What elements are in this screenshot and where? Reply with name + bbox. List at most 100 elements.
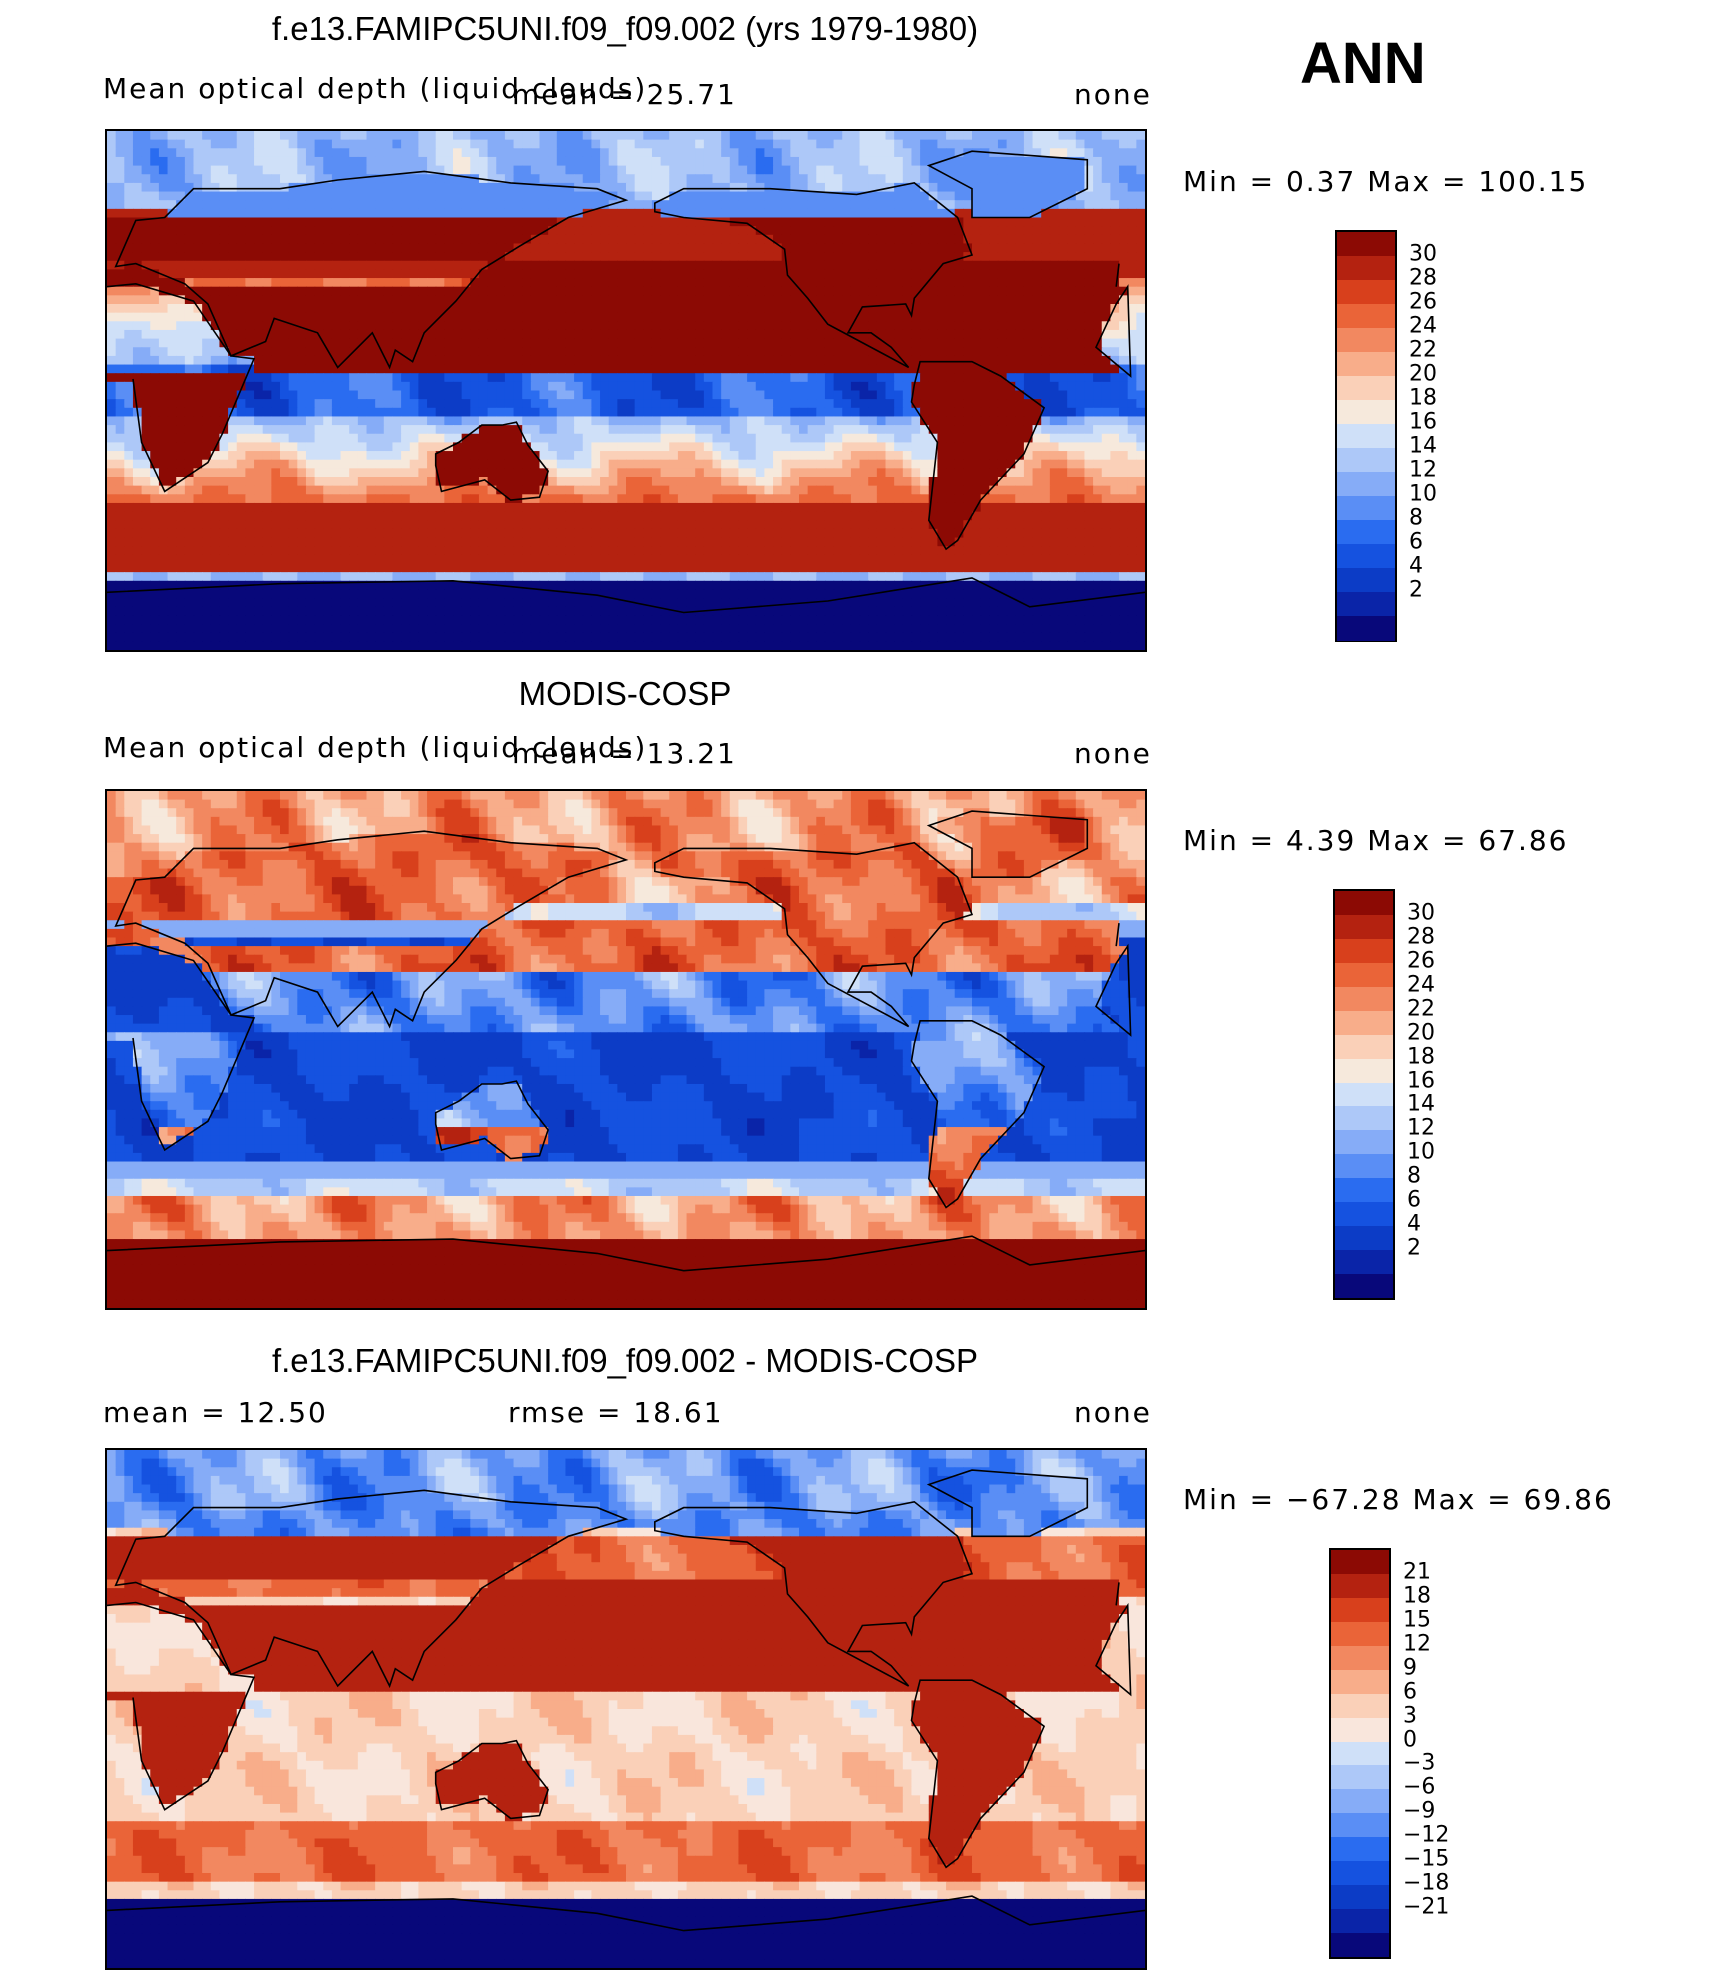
- field-cells: [107, 131, 1145, 650]
- colorbar-tick-label: 20: [1407, 1020, 1435, 1045]
- colorbar-segment: [1331, 1813, 1389, 1838]
- coastline-path: [910, 1679, 1046, 1869]
- colorbar-tick-label: 2: [1409, 578, 1423, 603]
- colorbar-segment: [1337, 520, 1395, 545]
- colorbar-segment: [1331, 1765, 1389, 1790]
- panel-1-variable-label: Mean optical depth (liquid clouds): [103, 72, 647, 105]
- colorbar-tick-label: 26: [1409, 290, 1437, 315]
- colorbar-tick-label: 18: [1409, 386, 1437, 411]
- colorbar-tick-label: 18: [1407, 1044, 1435, 1069]
- colorbar-segment: [1337, 400, 1395, 425]
- coastline-path: [107, 282, 1132, 493]
- colorbar-tick-label: 8: [1407, 1164, 1421, 1189]
- coastline-path: [107, 942, 1132, 1152]
- colorbar-segment: [1335, 1226, 1393, 1251]
- colorbar-segment: [1331, 1933, 1389, 1958]
- colorbar-segment: [1337, 544, 1395, 569]
- panel-2-variable-label: Mean optical depth (liquid clouds): [103, 731, 647, 764]
- colorbar-tick-label: 0: [1403, 1727, 1417, 1752]
- colorbar-tick-label: 3: [1403, 1703, 1417, 1728]
- coastlines: [107, 150, 1145, 614]
- coastline-path: [926, 150, 1089, 219]
- coastline-path: [114, 170, 1120, 370]
- coastline-path: [654, 1500, 974, 1687]
- colorbar-tick-label: 6: [1407, 1188, 1421, 1213]
- colorbar-tick-label: 10: [1407, 1140, 1435, 1165]
- colorbar-segment: [1335, 1082, 1393, 1107]
- panel-1-colorbar: [1335, 230, 1397, 642]
- colorbar-tick-label: −21: [1403, 1895, 1449, 1920]
- coastline-path: [434, 1739, 549, 1820]
- colorbar-tick-label: 16: [1409, 410, 1437, 435]
- colorbar-tick-label: 4: [1407, 1212, 1421, 1237]
- colorbar-segment: [1331, 1597, 1389, 1623]
- colorbar-segment: [1331, 1693, 1389, 1719]
- colorbar-segment: [1331, 1789, 1389, 1814]
- colorbar-segment: [1335, 962, 1393, 988]
- colorbar-segment: [1331, 1621, 1389, 1647]
- colorbar-segment: [1331, 1550, 1389, 1575]
- colorbar-segment: [1335, 1058, 1393, 1084]
- colorbar-segment: [1337, 568, 1395, 593]
- colorbar-tick-label: 24: [1407, 972, 1435, 997]
- coastline-path: [434, 421, 549, 501]
- colorbar-segment: [1335, 1202, 1393, 1227]
- panel-3-title: f.e13.FAMIPC5UNI.f09_f09.002 - MODIS-COS…: [105, 1342, 1145, 1380]
- colorbar-tick-label: 20: [1409, 362, 1437, 387]
- coastline-path: [910, 1020, 1046, 1209]
- colorbar-segment: [1331, 1669, 1389, 1695]
- coastlines: [107, 1469, 1145, 1932]
- colorbar-tick-label: 26: [1407, 948, 1435, 973]
- colorbar-tick-label: 16: [1407, 1068, 1435, 1093]
- panel-2-mean-label: mean = 13.21: [512, 737, 737, 770]
- coastlines: [107, 810, 1145, 1272]
- panel-3-colorbar: [1329, 1548, 1391, 1959]
- coastline-path: [926, 810, 1089, 878]
- colorbar-segment: [1331, 1717, 1389, 1743]
- colorbar-segment: [1337, 496, 1395, 521]
- colorbar-tick-label: 21: [1403, 1559, 1431, 1584]
- colorbar-segment: [1337, 616, 1395, 641]
- colorbar-segment: [1335, 914, 1393, 940]
- colorbar-segment: [1331, 1885, 1389, 1910]
- colorbar-segment: [1337, 376, 1395, 401]
- season-label: ANN: [1300, 30, 1426, 97]
- colorbar-tick-label: 6: [1409, 530, 1423, 555]
- coastline-path: [114, 1489, 1120, 1689]
- colorbar-segment: [1337, 592, 1395, 617]
- coastline-path: [926, 1469, 1089, 1538]
- colorbar-tick-label: 22: [1409, 338, 1437, 363]
- panel-2-title: MODIS-COSP: [105, 675, 1145, 713]
- colorbar-tick-label: −9: [1403, 1799, 1435, 1824]
- colorbar-segment: [1335, 1154, 1393, 1179]
- colorbar-segment: [1335, 1034, 1393, 1060]
- colorbar-segment: [1337, 472, 1395, 497]
- panel-1-units-label: none: [1074, 78, 1152, 111]
- colorbar-tick-label: −12: [1403, 1823, 1449, 1848]
- coastline-path: [654, 182, 974, 369]
- coastline-path: [114, 830, 1120, 1029]
- colorbar-tick-label: 15: [1403, 1607, 1431, 1632]
- colorbar-tick-label: 28: [1409, 266, 1437, 291]
- colorbar-tick-label: 30: [1409, 242, 1437, 267]
- colorbar-segment: [1335, 938, 1393, 964]
- panel-3-units-label: none: [1074, 1396, 1152, 1429]
- panel-3-rmse-label: rmse = 18.61: [508, 1396, 724, 1429]
- panel-1-map-svg: [107, 131, 1145, 650]
- panel-1-mean-label: mean = 25.71: [512, 78, 737, 111]
- colorbar-tick-label: 12: [1409, 458, 1437, 483]
- colorbar-tick-label: 30: [1407, 900, 1435, 925]
- colorbar-tick-label: 4: [1409, 554, 1423, 579]
- colorbar-tick-label: 2: [1407, 1236, 1421, 1261]
- colorbar-tick-label: 12: [1403, 1631, 1431, 1656]
- colorbar-segment: [1337, 232, 1395, 257]
- colorbar-segment: [1335, 891, 1393, 916]
- colorbar-segment: [1331, 1861, 1389, 1886]
- panel-3-minmax: Min = −67.28 Max = 69.86: [1183, 1483, 1614, 1516]
- panel-2-units-label: none: [1074, 737, 1152, 770]
- colorbar-segment: [1335, 986, 1393, 1012]
- coastline-path: [910, 360, 1046, 551]
- panel-1-title: f.e13.FAMIPC5UNI.f09_f09.002 (yrs 1979-1…: [105, 10, 1145, 48]
- colorbar-segment: [1335, 1250, 1393, 1275]
- panel-2-minmax: Min = 4.39 Max = 67.86: [1183, 824, 1569, 857]
